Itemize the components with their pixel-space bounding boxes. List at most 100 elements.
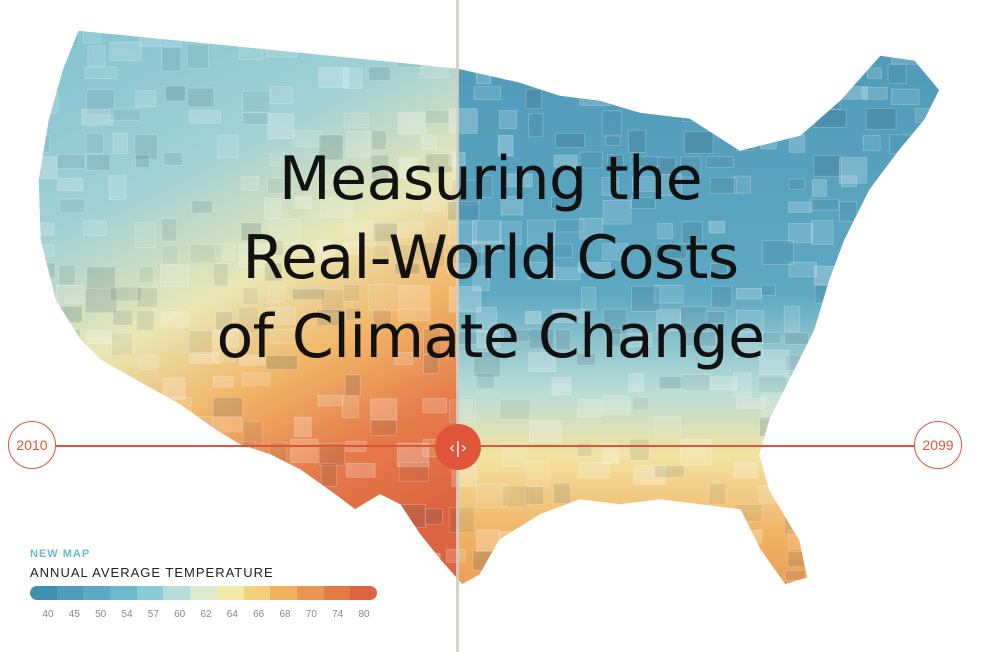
us-outline bbox=[37, 29, 941, 586]
county-region bbox=[238, 243, 272, 268]
county-region bbox=[423, 196, 445, 212]
county-region bbox=[448, 399, 476, 423]
county-region bbox=[317, 548, 332, 562]
county-region bbox=[655, 174, 683, 197]
county-region bbox=[864, 505, 886, 532]
county-region bbox=[189, 110, 221, 124]
legend-tick: 50 bbox=[95, 609, 107, 620]
county-region bbox=[215, 482, 245, 507]
county-region bbox=[213, 417, 243, 433]
legend-tick: 70 bbox=[305, 609, 317, 620]
county-region bbox=[476, 483, 508, 508]
county-region bbox=[241, 30, 261, 39]
county-region bbox=[734, 504, 763, 522]
county-region bbox=[654, 284, 684, 304]
county-region bbox=[242, 90, 271, 113]
county-region bbox=[108, 531, 128, 558]
county-region bbox=[215, 311, 233, 332]
county-region bbox=[631, 196, 656, 209]
county-region bbox=[603, 308, 628, 335]
county-region bbox=[86, 89, 115, 116]
county-region bbox=[764, 595, 781, 606]
comparison-divider[interactable] bbox=[456, 0, 459, 652]
county-region bbox=[320, 288, 345, 314]
county-region bbox=[654, 415, 681, 436]
county-region bbox=[708, 221, 725, 234]
county-region bbox=[316, 309, 342, 327]
county-region bbox=[372, 551, 393, 566]
county-region bbox=[865, 374, 893, 396]
county-region bbox=[944, 375, 962, 390]
county-region bbox=[633, 504, 666, 525]
county-region bbox=[138, 266, 154, 284]
county-region bbox=[527, 597, 549, 608]
county-region bbox=[136, 287, 158, 308]
county-region bbox=[550, 267, 581, 281]
county-region bbox=[111, 332, 134, 356]
county-region bbox=[320, 463, 337, 487]
county-region bbox=[501, 43, 522, 64]
county-region bbox=[733, 462, 757, 478]
county-region bbox=[135, 154, 150, 168]
county-region bbox=[632, 47, 655, 72]
county-region bbox=[788, 261, 818, 278]
county-region bbox=[86, 266, 116, 290]
county-region bbox=[112, 309, 134, 326]
slider-handle[interactable]: ‹|› bbox=[435, 424, 481, 470]
county-region bbox=[502, 173, 533, 188]
county-region bbox=[711, 551, 743, 576]
county-region bbox=[943, 20, 975, 39]
county-region bbox=[814, 550, 837, 574]
county-region bbox=[472, 266, 490, 292]
county-region bbox=[784, 41, 815, 69]
county-region bbox=[373, 222, 398, 242]
county-region bbox=[475, 529, 500, 553]
county-region bbox=[550, 550, 577, 562]
county-region bbox=[709, 177, 737, 194]
county-region bbox=[242, 372, 270, 386]
county-region bbox=[551, 196, 582, 210]
county-region bbox=[343, 283, 361, 302]
county-region bbox=[555, 132, 585, 148]
county-region bbox=[499, 110, 517, 129]
county-region bbox=[628, 372, 644, 393]
county-region bbox=[891, 593, 906, 613]
county-region bbox=[190, 460, 211, 483]
county-region bbox=[892, 574, 909, 585]
county-region bbox=[242, 287, 259, 305]
year-2099-button[interactable]: 2099 bbox=[914, 421, 962, 469]
legend-swatch bbox=[56, 586, 84, 600]
legend-swatch bbox=[243, 586, 271, 600]
county-region bbox=[318, 134, 344, 161]
county-region bbox=[38, 30, 53, 39]
county-region bbox=[343, 68, 363, 89]
county-region bbox=[162, 245, 179, 265]
slider-track-right[interactable] bbox=[481, 445, 914, 447]
county-region bbox=[139, 397, 169, 417]
county-region bbox=[268, 240, 284, 256]
county-region bbox=[188, 330, 213, 355]
county-region bbox=[370, 398, 398, 421]
county-region bbox=[710, 263, 728, 275]
county-region bbox=[709, 91, 725, 104]
county-region bbox=[735, 331, 763, 357]
county-region bbox=[85, 420, 114, 432]
county-region bbox=[112, 394, 130, 411]
slider-track-left[interactable] bbox=[56, 445, 436, 447]
county-region bbox=[657, 223, 673, 240]
county-region bbox=[680, 156, 702, 178]
county-region bbox=[38, 44, 57, 70]
county-region bbox=[395, 244, 424, 262]
county-region bbox=[734, 42, 750, 61]
county-region bbox=[372, 30, 405, 50]
county-region bbox=[893, 30, 916, 50]
county-region bbox=[292, 288, 325, 300]
year-2010-button[interactable]: 2010 bbox=[8, 421, 56, 469]
county-region bbox=[528, 328, 555, 350]
legend-swatch bbox=[296, 586, 324, 600]
county-region bbox=[736, 597, 766, 608]
county-region bbox=[395, 504, 426, 528]
county-region bbox=[654, 30, 671, 41]
county-region bbox=[551, 65, 573, 91]
county-region bbox=[784, 485, 815, 498]
